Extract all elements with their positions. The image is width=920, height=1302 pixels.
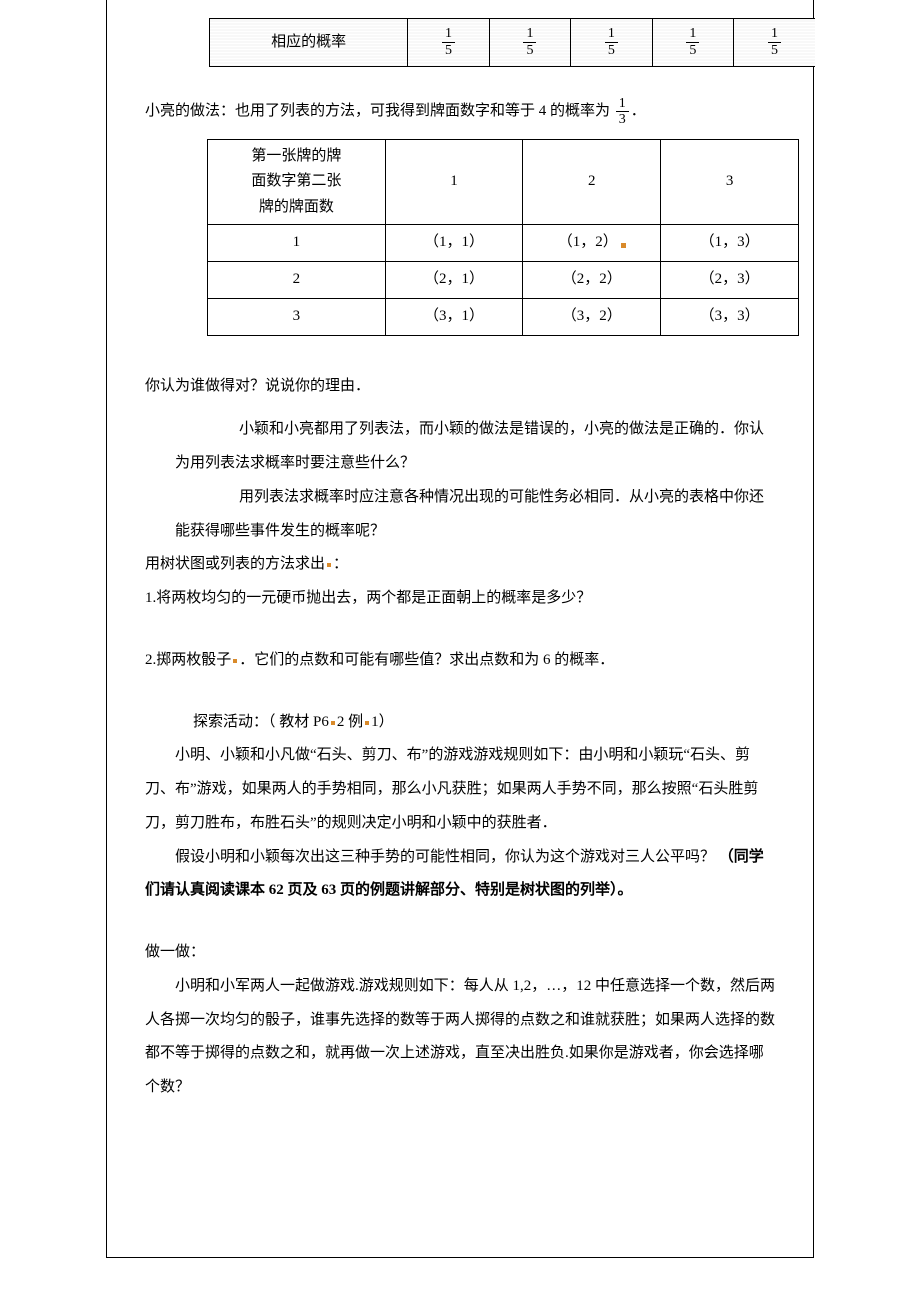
table2-cell: （3，1） xyxy=(385,298,523,335)
do-body: 小明和小军两人一起做游戏.游戏规则如下：每人从 1,2，…，12 中任意选择一个… xyxy=(145,970,775,1105)
method-text: 用树状图或列表的方法求出 xyxy=(145,556,325,572)
table2-cell: （1，2） xyxy=(523,225,661,262)
table2-rowhdr: 1 xyxy=(208,225,386,262)
ex2-a: 2.掷两枚骰子 xyxy=(145,652,231,668)
do-body-text: 小明和小军两人一起做游戏.游戏规则如下：每人从 1,2，…，12 中任意选择一个… xyxy=(145,978,775,1095)
table-row: 2 （2，1） （2，2） （2，3） xyxy=(208,262,799,299)
table2-rowhdr: 3 xyxy=(208,298,386,335)
explore-a: 探索活动：（ 教材 P6 xyxy=(193,714,329,730)
do-label: 做一做： xyxy=(145,936,775,970)
accent-dot-icon xyxy=(327,563,331,567)
rules-text: 小明、小颖和小凡做“石头、剪刀、布”的游戏游戏规则如下：由小明和小颖玩“石头、剪… xyxy=(145,747,758,831)
fraction: 1 5 xyxy=(523,26,536,58)
table-row: 1 （1，1） （1，2） （1，3） xyxy=(208,225,799,262)
table2-corner: 第一张牌的牌 面数字第二张 牌的牌面数 xyxy=(208,139,386,225)
table1-cell: 1 5 xyxy=(489,19,570,67)
q-list-method: 小颖和小亮都用了列表法，而小颖的做法是错误的，小亮的做法是正确的．你认为用列表法… xyxy=(145,413,775,481)
exercise-1: 1.将两枚均匀的一元硬币抛出去，两个都是正面朝上的概率是多少？ xyxy=(145,582,775,616)
accent-dot-icon xyxy=(365,721,369,725)
ex2-b: ．它们的点数和可能有哪些值？求出点数和为 6 的概率． xyxy=(239,652,614,668)
corner-line: 第一张牌的牌 xyxy=(251,148,341,164)
table1-cell: 1 5 xyxy=(734,19,815,67)
q-note-text: 用列表法求概率时应注意各种情况出现的可能性务必相同．从小亮的表格中你还能获得哪些… xyxy=(175,489,764,539)
table2-cell: （2，3） xyxy=(661,262,799,299)
table1-header: 相应的概率 xyxy=(210,19,408,67)
fraction: 1 5 xyxy=(686,26,699,58)
page-frame: 相应的概率 1 5 1 5 xyxy=(106,0,814,1258)
table2-colhdr: 3 xyxy=(661,139,799,225)
game-rules: 小明、小颖和小凡做“石头、剪刀、布”的游戏游戏规则如下：由小明和小颖玩“石头、剪… xyxy=(145,739,775,840)
fraction: 1 5 xyxy=(442,26,455,58)
liang-method-line: 小亮的做法：也用了列表的方法，可我得到牌面数字和等于 4 的概率为 1 3 ． xyxy=(145,95,775,129)
q-note: 用列表法求概率时应注意各种情况出现的可能性务必相同．从小亮的表格中你还能获得哪些… xyxy=(175,481,775,549)
explore-end: 1） xyxy=(371,714,394,730)
table2-cell: （3，3） xyxy=(661,298,799,335)
cell-text: （1，2） xyxy=(558,234,618,250)
table1-cell: 1 5 xyxy=(652,19,733,67)
fair-a: 假设小明和小颖每次出这三种手势的可能性相同，你认为这个游戏对三人公平吗？ xyxy=(175,849,715,865)
accent-dot-icon xyxy=(331,721,335,725)
table1-cell: 1 5 xyxy=(408,19,489,67)
explore-label: 探索活动：（ 教材 P62 例1） xyxy=(193,706,775,740)
table-row: 第一张牌的牌 面数字第二张 牌的牌面数 1 2 3 xyxy=(208,139,799,225)
corner-line: 面数字第二张 xyxy=(251,173,341,189)
table1-cell: 1 5 xyxy=(571,19,652,67)
table2-cell: （2，1） xyxy=(385,262,523,299)
method-line: 用树状图或列表的方法求出： xyxy=(145,548,775,582)
table-row: 3 （3，1） （3，2） （3，3） xyxy=(208,298,799,335)
table2-cell: （2，2） xyxy=(523,262,661,299)
corner-line: 牌的牌面数 xyxy=(259,199,334,215)
explore-mid: 例 xyxy=(344,714,363,730)
highlight-dot-icon xyxy=(621,243,626,248)
table2-cell: （1，1） xyxy=(385,225,523,262)
liang-prefix: 小亮的做法：也用了列表的方法，可我得到牌面数字和等于 4 的概率为 xyxy=(145,103,610,119)
fairness-question: 假设小明和小颖每次出这三种手势的可能性相同，你认为这个游戏对三人公平吗？ （同学… xyxy=(145,841,775,909)
table2-cell: （3，2） xyxy=(523,298,661,335)
table2-colhdr: 2 xyxy=(523,139,661,225)
accent-dot-icon xyxy=(233,659,237,663)
table-probability: 相应的概率 1 5 1 5 xyxy=(209,18,815,67)
page-content: 相应的概率 1 5 1 5 xyxy=(107,18,813,1105)
q-lists-text: 小颖和小亮都用了列表法，而小颖的做法是错误的，小亮的做法是正确的．你认为用列表法… xyxy=(175,421,764,471)
q-who-correct: 你认为谁做得对？说说你的理由． xyxy=(145,370,775,404)
table1: 相应的概率 1 5 1 5 xyxy=(209,18,815,67)
table2-rowhdr: 2 xyxy=(208,262,386,299)
table2-cell: （1，3） xyxy=(661,225,799,262)
liang-suffix: ． xyxy=(631,103,646,119)
table-outcomes: 第一张牌的牌 面数字第二张 牌的牌面数 1 2 3 1 （1，1） （1，2） … xyxy=(207,139,799,336)
table-row: 相应的概率 1 5 1 5 xyxy=(210,19,816,67)
fraction: 1 5 xyxy=(605,26,618,58)
table2-colhdr: 1 xyxy=(385,139,523,225)
fraction: 1 5 xyxy=(768,26,781,58)
table2: 第一张牌的牌 面数字第二张 牌的牌面数 1 2 3 1 （1，1） （1，2） … xyxy=(207,139,799,336)
fraction: 1 3 xyxy=(616,96,629,128)
exercise-2: 2.掷两枚骰子 ．它们的点数和可能有哪些值？求出点数和为 6 的概率． xyxy=(145,644,775,678)
